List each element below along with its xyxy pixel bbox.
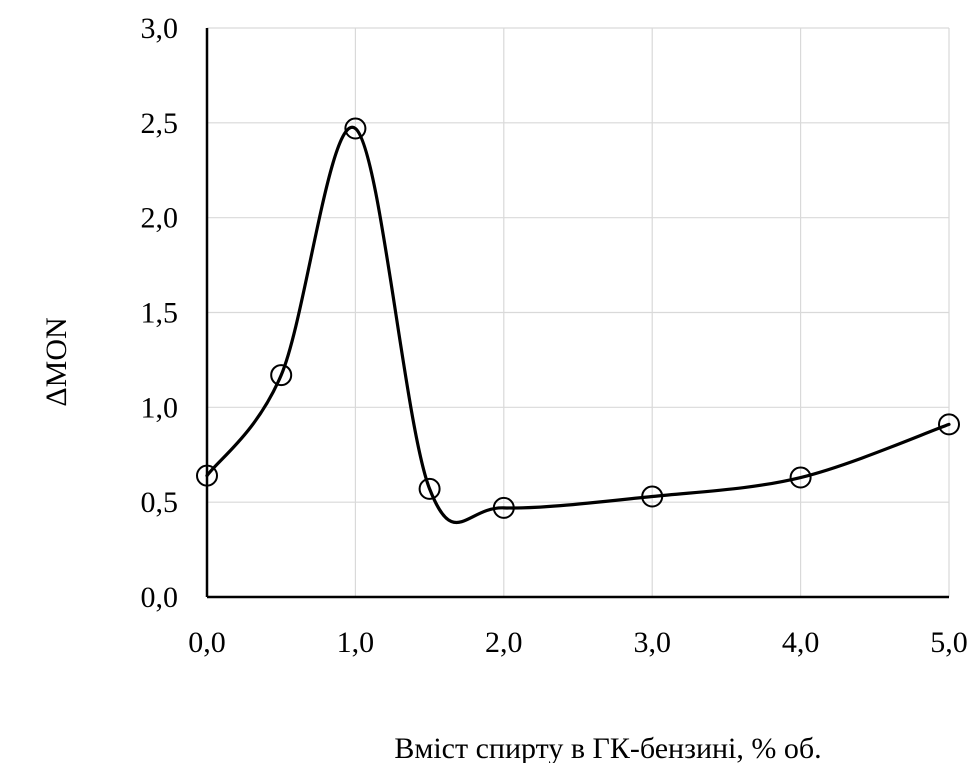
data-point	[938, 413, 960, 436]
data-point	[344, 117, 367, 140]
y-tick-label: 2,0	[141, 202, 179, 235]
y-tick-label: 2,5	[141, 107, 179, 140]
x-axis-title: Вміст спирту в ГК-бензині, % об.	[394, 732, 821, 763]
y-tick-label: 1,5	[141, 297, 179, 330]
x-tick-label: 0,0	[188, 626, 226, 659]
y-tick-label: 0,0	[141, 581, 179, 614]
x-tick-label: 5,0	[930, 626, 968, 659]
data-point	[789, 466, 812, 489]
data-point	[270, 364, 293, 387]
x-tick-label: 1,0	[337, 626, 375, 659]
data-point	[418, 477, 441, 500]
data-point	[641, 485, 664, 508]
y-axis-title: ΔMON	[40, 317, 73, 406]
y-tick-label: 0,5	[141, 486, 179, 519]
x-tick-labels: 0,0 1,0 2,0 3,0 4,0 5,0	[188, 626, 968, 659]
y-tick-labels: 0,0 0,5 1,0 1,5 2,0 2,5 3,0	[141, 12, 179, 614]
gridlines	[207, 27, 950, 597]
x-tick-label: 2,0	[485, 626, 523, 659]
data-point	[492, 496, 515, 519]
series-line	[205, 125, 951, 525]
data-markers	[196, 117, 960, 519]
data-point	[196, 464, 218, 487]
y-tick-label: 3,0	[141, 12, 179, 45]
x-tick-label: 3,0	[633, 626, 671, 659]
x-tick-label: 4,0	[782, 626, 820, 659]
y-tick-label: 1,0	[141, 391, 179, 424]
